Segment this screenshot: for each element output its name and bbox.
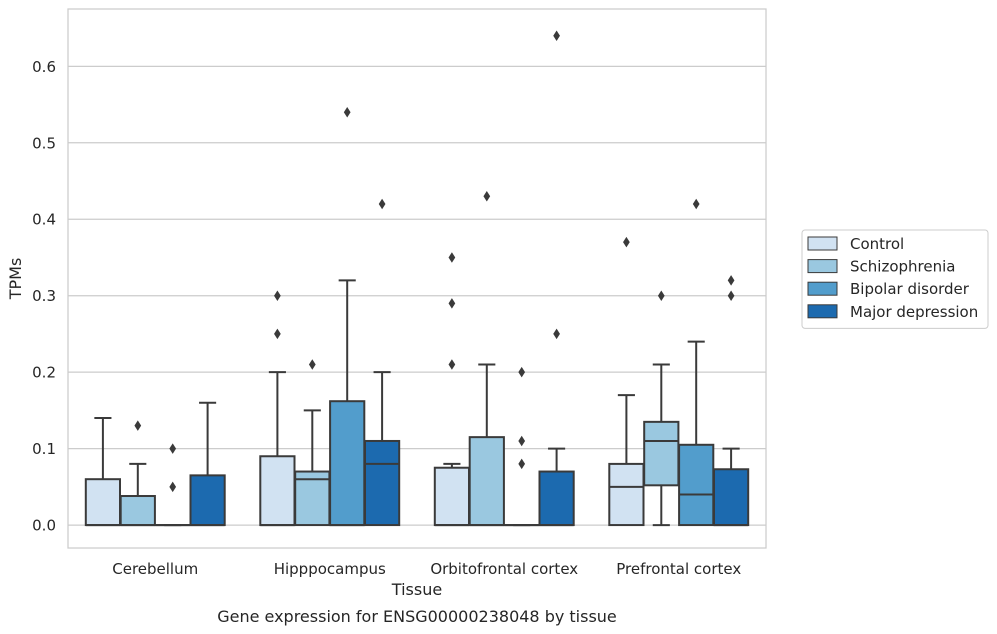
legend-swatch [807,281,838,296]
box-iqr [329,400,366,527]
outlier-point [448,359,456,370]
box-major-depression [712,275,750,527]
box-iqr [643,420,680,487]
outlier-point [274,328,281,340]
y-tick-label: 0.5 [32,134,56,152]
box-iqr [363,439,401,527]
legend: Control Schizophrenia Bipolar disorder Majo… [801,229,989,329]
legend-label: Control [850,235,904,253]
legend-swatch [807,304,838,319]
box-major-depression [363,198,401,527]
outlier-point [518,435,526,447]
box-iqr [259,455,296,527]
legend-label: Bipolar disorder [850,280,970,298]
outlier-point [378,198,386,210]
legend-swatch [807,259,838,274]
box-bipolar-disorder [154,443,191,527]
box-iqr [468,436,505,527]
outlier-point [657,290,665,301]
outlier-point [169,443,177,454]
box-iqr [608,462,645,527]
box-bipolar-disorder [678,198,715,527]
box-bipolar-disorder [503,366,540,527]
outlier-point [448,298,456,309]
outlier-point [518,458,526,470]
legend-label: Major depression [850,303,978,321]
gridlines [68,65,766,526]
box-iqr [189,474,226,527]
y-tick-label: 0.1 [32,440,56,458]
box-major-depression [538,30,575,527]
y-axis-ticks: 0.0 0.1 0.2 0.3 0.4 0.5 0.6 [32,58,56,535]
outlier-point [448,252,456,263]
outlier-point [169,481,177,493]
outlier-point [692,198,700,210]
box-schizophrenia [294,359,331,527]
x-tick-label: Orbitofrontal cortex [430,560,578,578]
box-bipolar-disorder [329,106,366,527]
box-schizophrenia [468,191,505,527]
legend-frame [801,229,989,329]
legend-label: Schizophrenia [850,258,955,276]
legend-swatch [807,236,838,251]
box-control [433,252,471,527]
outlier-point [727,290,735,301]
outlier-point [483,191,491,202]
box-control [259,290,296,527]
box-iqr [538,470,575,527]
box-iqr [84,478,122,527]
x-tick-label: Prefrontal cortex [616,560,741,578]
box-major-depression [189,401,226,527]
outlier-point [308,359,316,370]
box-iqr [678,443,715,527]
box-control [608,236,645,527]
plot-area [84,30,750,527]
box-iqr [433,466,471,527]
x-axis-label: Tissue [391,580,442,599]
outlier-point [274,290,281,301]
outlier-point [518,366,526,378]
box-iqr [119,495,156,527]
box-control [84,417,122,527]
box-schizophrenia [119,420,156,527]
outlier-point [134,420,142,431]
y-tick-label: 0.6 [32,58,56,76]
outlier-point [727,275,735,286]
chart-caption: Gene expression for ENSG00000238048 by t… [217,607,617,626]
x-axis-ticks: Cerebellum Hipppocampus Orbitofrontal cort… [112,560,741,578]
x-tick-label: Hipppocampus [274,560,386,578]
outlier-point [553,30,560,42]
y-tick-label: 0.0 [32,517,56,535]
y-axis-label: TPMs [6,258,25,301]
outlier-point [343,106,351,118]
y-tick-label: 0.3 [32,287,56,305]
outlier-point [553,328,560,340]
box-iqr [712,468,750,527]
y-tick-label: 0.4 [32,211,56,229]
x-tick-label: Cerebellum [112,560,198,578]
box-iqr [294,470,331,527]
y-tick-label: 0.2 [32,364,56,382]
outlier-point [623,236,630,248]
plot-frame [67,8,767,549]
box-schizophrenia [643,290,680,527]
